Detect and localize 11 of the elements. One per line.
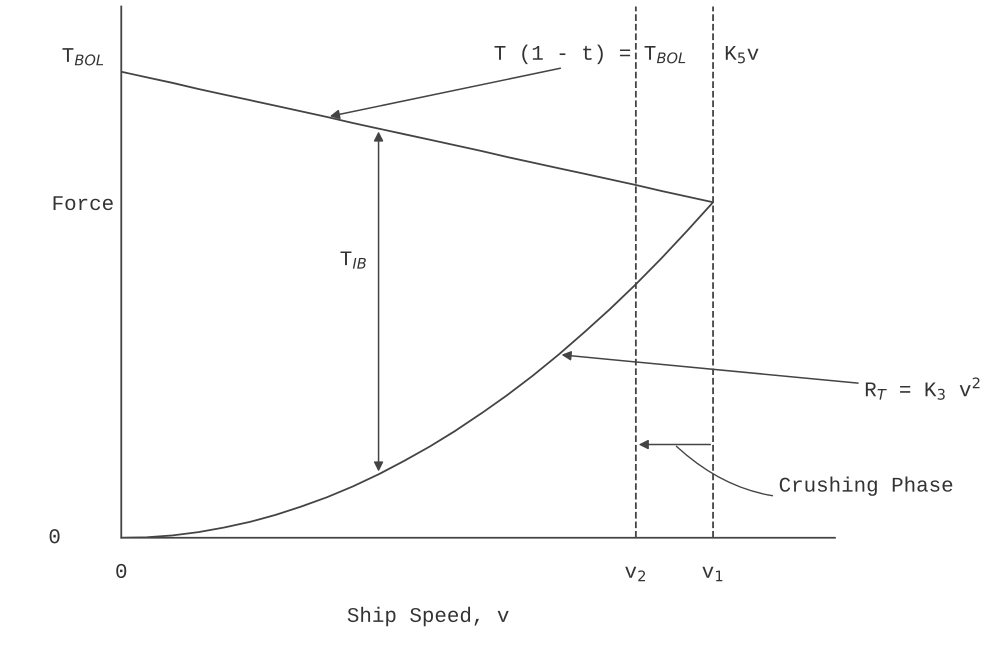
x-axis-title: Ship Speed, v (348, 606, 509, 626)
text: T$_{BOL}$ (62, 48, 104, 66)
y-axis-title: Force (54, 196, 113, 210)
text: 0 (50, 529, 60, 544)
x-tick-label: v$_{2}$ (625, 566, 646, 582)
text: T (1 - t) = T$_{BOL}$ K$_{5}$v (494, 44, 759, 64)
x-tick-label: v$_{1}$ (702, 566, 722, 582)
annotation: T$_{IB}$ (340, 251, 366, 269)
text: R$_{T}$ = K$_{3}$ v$^{2}$ (866, 377, 980, 400)
x-tick-label: 0 (116, 564, 126, 578)
text: Crushing Phase (780, 476, 952, 496)
